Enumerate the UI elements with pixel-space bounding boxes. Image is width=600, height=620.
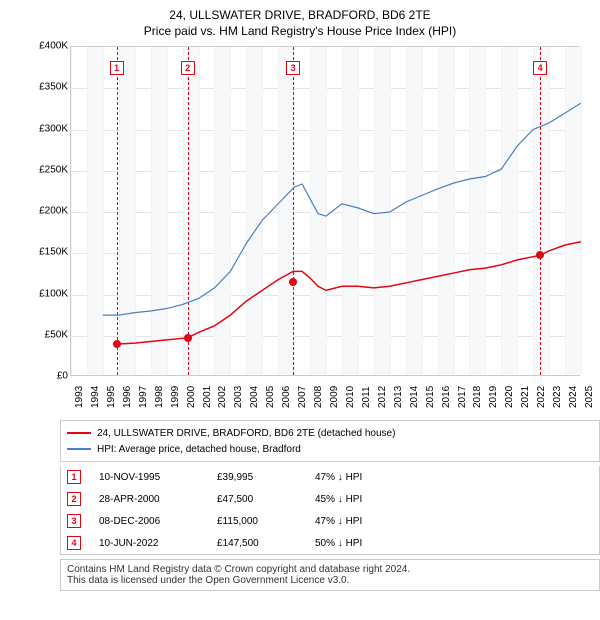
event-price: £47,500 — [217, 494, 297, 505]
legend: 24, ULLSWATER DRIVE, BRADFORD, BD6 2TE (… — [60, 420, 600, 462]
y-tick-label: £200K — [39, 206, 68, 217]
x-tick-label: 2013 — [393, 386, 404, 408]
x-tick-label: 2017 — [457, 386, 468, 408]
x-tick-label: 2012 — [377, 386, 388, 408]
y-tick-label: £50K — [45, 329, 68, 340]
x-tick-label: 1998 — [154, 386, 165, 408]
event-date: 28-APR-2000 — [99, 494, 199, 505]
series-hpi — [103, 103, 581, 315]
attribution-line1: Contains HM Land Registry data © Crown c… — [67, 564, 593, 575]
x-tick-label: 2022 — [536, 386, 547, 408]
event-pct: 47% ↓ HPI — [315, 472, 415, 483]
y-tick-label: £250K — [39, 164, 68, 175]
x-tick-label: 2011 — [361, 386, 372, 408]
event-date: 08-DEC-2006 — [99, 516, 199, 527]
x-tick-label: 1995 — [106, 386, 117, 408]
event-marker: 2 — [67, 492, 81, 506]
event-marker: 4 — [67, 536, 81, 550]
attribution-line2: This data is licensed under the Open Gov… — [67, 575, 593, 586]
x-tick-label: 2003 — [233, 386, 244, 408]
series-property — [117, 242, 581, 344]
event-row: 1 10-NOV-1995 £39,995 47% ↓ HPI — [61, 466, 599, 488]
event-row: 4 10-JUN-2022 £147,500 50% ↓ HPI — [61, 532, 599, 554]
event-marker: 3 — [67, 514, 81, 528]
x-tick-label: 2005 — [265, 386, 276, 408]
event-pct: 45% ↓ HPI — [315, 494, 415, 505]
chart-lines — [71, 47, 581, 377]
container: 24, ULLSWATER DRIVE, BRADFORD, BD6 2TE P… — [0, 0, 600, 620]
x-tick-label: 2021 — [520, 386, 531, 408]
x-tick-label: 2018 — [472, 386, 483, 408]
legend-label: 24, ULLSWATER DRIVE, BRADFORD, BD6 2TE (… — [97, 428, 395, 439]
chart-title: 24, ULLSWATER DRIVE, BRADFORD, BD6 2TE — [0, 8, 600, 22]
event-price: £39,995 — [217, 472, 297, 483]
x-tick-label: 2008 — [313, 386, 324, 408]
y-tick-label: £300K — [39, 123, 68, 134]
x-tick-label: 2009 — [329, 386, 340, 408]
x-tick-label: 2010 — [345, 386, 356, 408]
x-tick-label: 1996 — [122, 386, 133, 408]
x-tick-label: 1999 — [170, 386, 181, 408]
event-row: 3 08-DEC-2006 £115,000 47% ↓ HPI — [61, 510, 599, 532]
x-tick-label: 2025 — [584, 386, 595, 408]
chart-subtitle: Price paid vs. HM Land Registry's House … — [0, 24, 600, 38]
x-tick-label: 1993 — [74, 386, 85, 408]
y-axis: £0£50K£100K£150K£200K£250K£300K£350K£400… — [30, 46, 70, 376]
event-price: £147,500 — [217, 538, 297, 549]
y-tick-label: £150K — [39, 247, 68, 258]
event-marker: 1 — [67, 470, 81, 484]
x-axis: 1993 1994 1995 1996 1997 1998 1999 2000 2001 2002… — [70, 376, 580, 416]
legend-swatch — [67, 432, 91, 434]
x-tick-label: 2020 — [504, 386, 515, 408]
event-row: 2 28-APR-2000 £47,500 45% ↓ HPI — [61, 488, 599, 510]
y-tick-label: £400K — [39, 41, 68, 52]
chart-area: £0£50K£100K£150K£200K£250K£300K£350K£400… — [30, 46, 590, 416]
event-pct: 47% ↓ HPI — [315, 516, 415, 527]
x-tick-label: 2006 — [281, 386, 292, 408]
event-pct: 50% ↓ HPI — [315, 538, 415, 549]
x-tick-label: 2004 — [249, 386, 260, 408]
x-tick-label: 2015 — [425, 386, 436, 408]
plot-area: 1234 — [70, 46, 580, 376]
x-tick-label: 2001 — [202, 386, 213, 408]
attribution: Contains HM Land Registry data © Crown c… — [60, 559, 600, 591]
x-tick-label: 2007 — [297, 386, 308, 408]
legend-swatch — [67, 448, 91, 450]
x-tick-label: 2023 — [552, 386, 563, 408]
event-date: 10-JUN-2022 — [99, 538, 199, 549]
y-tick-label: £100K — [39, 288, 68, 299]
y-tick-label: £0 — [57, 371, 68, 382]
x-tick-label: 2016 — [441, 386, 452, 408]
event-price: £115,000 — [217, 516, 297, 527]
legend-label: HPI: Average price, detached house, Brad… — [97, 444, 301, 455]
legend-item: 24, ULLSWATER DRIVE, BRADFORD, BD6 2TE (… — [67, 425, 593, 441]
x-tick-label: 2014 — [409, 386, 420, 408]
x-tick-label: 2000 — [186, 386, 197, 408]
events-table: 1 10-NOV-1995 £39,995 47% ↓ HPI 2 28-APR-2000… — [60, 466, 600, 555]
x-tick-label: 2024 — [568, 386, 579, 408]
gridline-v — [581, 47, 582, 375]
x-tick-label: 2002 — [217, 386, 228, 408]
y-tick-label: £350K — [39, 82, 68, 93]
event-date: 10-NOV-1995 — [99, 472, 199, 483]
x-tick-label: 1997 — [138, 386, 149, 408]
x-tick-label: 1994 — [90, 386, 101, 408]
legend-item: HPI: Average price, detached house, Brad… — [67, 441, 593, 457]
x-tick-label: 2019 — [488, 386, 499, 408]
